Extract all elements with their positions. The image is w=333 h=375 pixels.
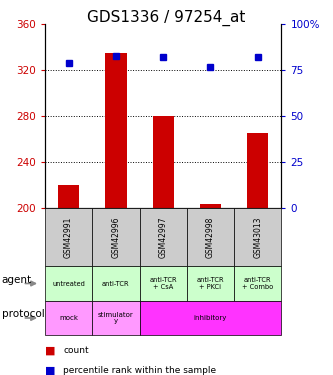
- Text: inhibitory: inhibitory: [194, 315, 227, 321]
- Text: GSM43013: GSM43013: [253, 216, 262, 258]
- Bar: [105, 53, 127, 208]
- Text: GSM42996: GSM42996: [111, 216, 121, 258]
- Text: anti-TCR
+ CsA: anti-TCR + CsA: [150, 277, 177, 290]
- Text: agent: agent: [2, 275, 32, 285]
- Text: count: count: [63, 346, 89, 355]
- Text: untreated: untreated: [52, 280, 85, 286]
- Text: GDS1336 / 97254_at: GDS1336 / 97254_at: [87, 9, 246, 26]
- Text: anti-TCR
+ PKCi: anti-TCR + PKCi: [197, 277, 224, 290]
- Text: anti-TCR: anti-TCR: [102, 280, 130, 286]
- Text: GSM42997: GSM42997: [159, 216, 168, 258]
- Bar: [58, 185, 79, 208]
- Bar: [247, 134, 268, 208]
- Text: stimulator
y: stimulator y: [98, 312, 134, 324]
- Text: ■: ■: [45, 345, 56, 355]
- Text: protocol: protocol: [2, 309, 44, 319]
- Text: ■: ■: [45, 366, 56, 375]
- Text: GSM42998: GSM42998: [206, 216, 215, 258]
- Text: mock: mock: [59, 315, 78, 321]
- Bar: [200, 204, 221, 208]
- Bar: [153, 116, 174, 208]
- Text: GSM42991: GSM42991: [64, 216, 73, 258]
- Text: percentile rank within the sample: percentile rank within the sample: [63, 366, 216, 375]
- Text: anti-TCR
+ Combo: anti-TCR + Combo: [242, 277, 273, 290]
